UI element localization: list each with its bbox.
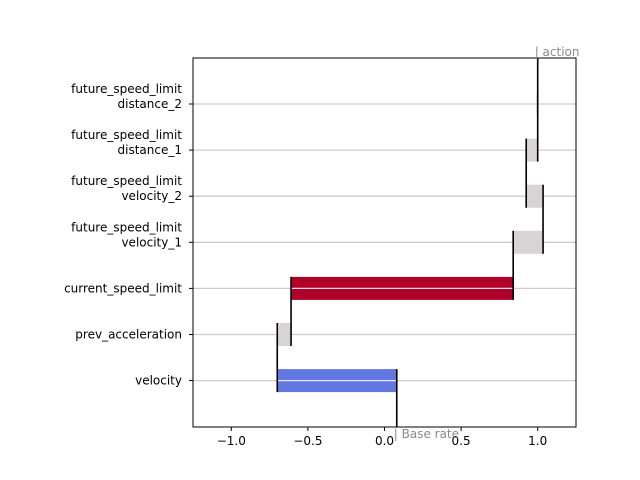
category-label: future_speed_limit	[71, 220, 182, 234]
category-label: velocity_1	[121, 235, 182, 249]
category-label: prev_acceleration	[75, 328, 182, 342]
category-label: future_speed_limit	[71, 82, 182, 96]
final-value-label: | action	[535, 45, 580, 59]
connector-layer	[276, 58, 544, 427]
category-label: future_speed_limit	[71, 128, 182, 142]
axis-layer	[189, 57, 577, 431]
x-tick-label: −1.0	[217, 434, 246, 448]
base-rate-label: | Base rate	[394, 427, 459, 441]
bar-future_speed_limit-distance_1	[526, 138, 538, 162]
x-tick-label: 0.0	[375, 434, 394, 448]
x-tick-label: −0.5	[293, 434, 322, 448]
bar-prev_acceleration	[277, 323, 292, 346]
x-tick-label: 0.5	[452, 434, 471, 448]
category-label: distance_1	[118, 143, 182, 157]
category-label: velocity	[135, 374, 182, 388]
category-label: distance_2	[118, 97, 182, 111]
category-label: current_speed_limit	[64, 281, 182, 295]
category-label: future_speed_limit	[71, 174, 182, 188]
bar-future_speed_limit-velocity_2	[526, 184, 544, 208]
bar-future_speed_limit-velocity_1	[513, 230, 544, 254]
bar-layer	[277, 138, 544, 393]
label-layer: −1.0 −0.5 0.0 0.5 1.0future_speed_limitdista…	[64, 45, 579, 448]
category-label: velocity_2	[121, 189, 182, 203]
x-tick-label: 1.0	[528, 434, 547, 448]
